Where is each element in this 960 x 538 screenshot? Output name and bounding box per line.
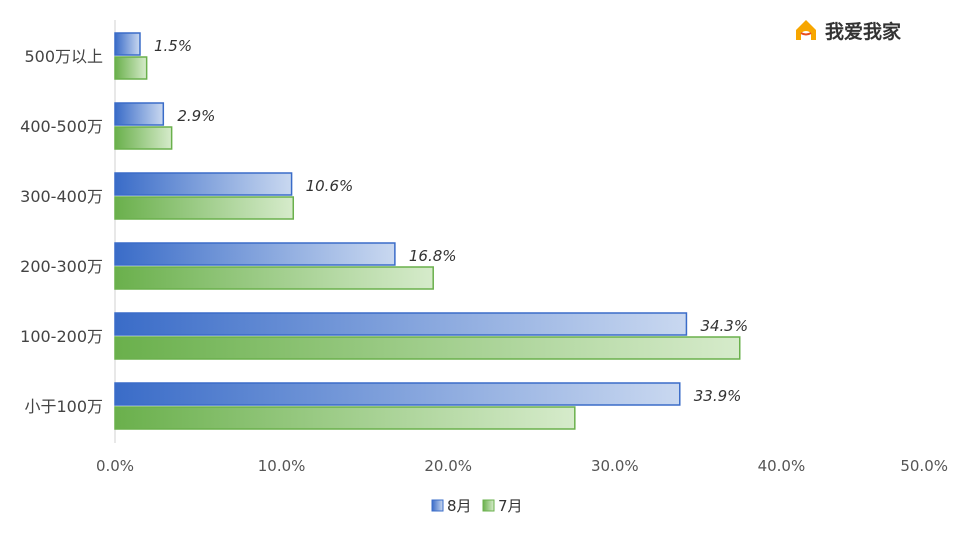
x-tick-label: 40.0% <box>758 457 806 475</box>
data-label-series-1: 2.9% <box>177 107 215 125</box>
data-labels: 1.5% 2.9% 10.6% 16.8% 34.3% 33.9% <box>154 37 748 405</box>
bar-series-1 <box>114 242 396 266</box>
data-label-series-1: 34.3% <box>700 317 748 335</box>
data-label-series-1: 1.5% <box>154 37 192 55</box>
bar-series-2 <box>114 266 434 290</box>
legend-item-series-1: 8月 <box>431 497 472 515</box>
category-label: 400-500万 <box>20 117 103 136</box>
data-label-series-1: 16.8% <box>409 247 457 265</box>
bar-series-2 <box>114 56 148 80</box>
bar-series-2 <box>114 336 741 360</box>
bars-group <box>114 32 741 430</box>
brand-name: 我爱我家 <box>825 20 902 43</box>
bar-series-1 <box>114 32 141 56</box>
x-tick-label: 20.0% <box>424 457 472 475</box>
legend-item-series-2: 7月 <box>482 497 523 515</box>
bar-series-2 <box>114 406 576 430</box>
category-label: 200-300万 <box>20 257 103 276</box>
bar-series-1 <box>114 312 688 336</box>
bar-series-1 <box>114 102 165 126</box>
bar-series-1 <box>114 172 293 196</box>
legend-swatch-series-2 <box>482 499 495 512</box>
legend-label-series-2: 7月 <box>498 497 523 515</box>
x-tick-label: 10.0% <box>258 457 306 475</box>
house-logo-icon <box>796 20 816 40</box>
brand-logo: 我爱我家 <box>796 20 902 43</box>
category-label: 100-200万 <box>20 327 103 346</box>
data-label-series-1: 10.6% <box>306 177 354 195</box>
legend: 8月 7月 <box>431 497 523 515</box>
x-tick-label: 30.0% <box>591 457 639 475</box>
category-labels: 500万以上 400-500万 300-400万 200-300万 100-200万小于… <box>20 47 103 416</box>
category-label: 500万以上 <box>24 47 103 66</box>
category-label: 300-400万 <box>20 187 103 206</box>
bar-series-2 <box>114 126 173 150</box>
category-label: 小于100万 <box>24 397 103 416</box>
bar-series-1 <box>114 382 681 406</box>
x-tick-label: 0.0% <box>96 457 134 475</box>
data-label-series-1: 33.9% <box>694 387 742 405</box>
legend-swatch-series-1 <box>431 499 444 512</box>
legend-label-series-1: 8月 <box>447 497 472 515</box>
x-tick-label: 50.0% <box>900 457 948 475</box>
bar-series-2 <box>114 196 295 220</box>
x-tick-labels: 0.0% 10.0% 20.0% 30.0% 40.0% 50.0% <box>96 457 948 475</box>
